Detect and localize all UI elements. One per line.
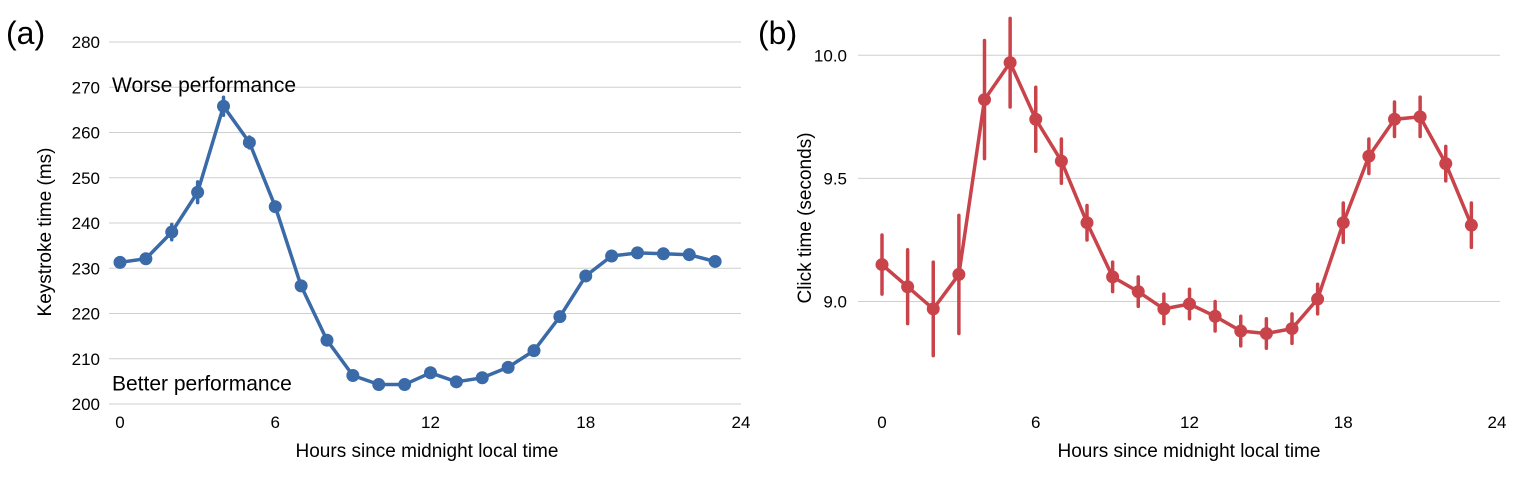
data-point	[631, 246, 644, 260]
x-tick-label: 18	[576, 413, 595, 432]
x-tick-label: 0	[877, 413, 886, 432]
data-point	[1388, 112, 1401, 126]
data-point	[139, 252, 153, 266]
data-point	[217, 99, 230, 113]
data-point	[1080, 216, 1094, 230]
data-point	[268, 200, 282, 214]
x-tick-label: 0	[115, 413, 124, 432]
data-point	[346, 368, 360, 382]
grid-lines	[858, 54, 1500, 302]
x-axis-label: Hours since midnight local time	[1058, 441, 1321, 462]
series-line	[113, 95, 722, 392]
x-tick-label: 6	[271, 413, 280, 432]
data-point	[875, 258, 889, 272]
y-tick-label: 10.0	[814, 46, 847, 65]
data-point	[165, 225, 179, 239]
y-tick-label: 240	[72, 214, 100, 233]
y-tick-label: 200	[72, 395, 100, 414]
x-tick-label: 12	[1180, 413, 1199, 432]
data-point	[1131, 285, 1145, 299]
y-tick-label: 280	[72, 33, 100, 52]
data-point	[475, 371, 489, 385]
x-tick-label: 12	[421, 413, 440, 432]
data-point	[191, 185, 205, 199]
y-axis-label: Keystroke time (ms)	[35, 148, 56, 317]
data-point	[656, 247, 670, 261]
data-point	[1259, 327, 1273, 341]
data-point	[1157, 302, 1171, 316]
data-point	[1413, 110, 1427, 124]
x-tick-label: 24	[732, 413, 751, 432]
data-point	[242, 135, 256, 149]
annotation-worse: Worse performance	[112, 74, 296, 97]
y-tick-label: 9.5	[823, 169, 847, 188]
data-point	[1183, 297, 1196, 311]
data-point	[372, 378, 386, 392]
y-axis-label: Click time (seconds)	[795, 132, 816, 303]
data-point	[978, 93, 991, 107]
panel-label: (b)	[758, 15, 797, 51]
y-tick-labels: 200 210 220 230 240 250 260 270 280	[72, 33, 100, 414]
data-point	[605, 249, 619, 263]
data-point	[1106, 270, 1120, 284]
data-point	[553, 310, 567, 324]
chart-panel-b: (b) 9.0 9.5 10.0 0 6 12 18 24 Hours since midn…	[758, 15, 1506, 462]
x-tick-label: 24	[1488, 413, 1507, 432]
chart-panel-a: (a) 200 210 220 230 240 250 260 270 280 0 6 12 18 24…	[6, 15, 750, 462]
y-tick-labels: 9.0 9.5 10.0	[814, 46, 847, 311]
x-tick-labels: 0 6 12 18 24	[115, 413, 750, 432]
y-tick-label: 270	[72, 78, 100, 97]
x-axis-label: Hours since midnight local time	[296, 441, 559, 462]
data-point	[708, 254, 722, 268]
data-point	[682, 248, 696, 262]
data-point	[527, 344, 541, 358]
data-point	[1003, 56, 1017, 70]
series-polyline	[119, 104, 716, 387]
data-point	[320, 333, 334, 347]
y-tick-label: 220	[72, 305, 100, 324]
data-point	[1311, 292, 1325, 306]
data-point	[501, 360, 515, 374]
y-tick-label: 260	[72, 124, 100, 143]
data-point	[1336, 216, 1350, 230]
data-point	[1054, 154, 1068, 168]
y-tick-label: 210	[72, 350, 100, 369]
data-point	[926, 302, 940, 316]
data-point	[424, 366, 437, 380]
y-tick-label: 9.0	[823, 293, 847, 312]
annotation-better: Better performance	[112, 373, 292, 396]
data-point	[579, 269, 593, 283]
y-tick-label: 250	[72, 169, 100, 188]
data-point	[1464, 218, 1478, 232]
panel-label: (a)	[6, 15, 45, 51]
data-point	[1439, 157, 1453, 171]
series-line	[875, 16, 1478, 358]
data-point	[1285, 322, 1299, 336]
data-point	[1208, 309, 1222, 323]
x-tick-labels: 0 6 12 18 24	[877, 413, 1506, 432]
x-tick-label: 18	[1334, 413, 1353, 432]
data-point	[952, 267, 966, 281]
data-point	[113, 255, 127, 269]
data-point	[398, 378, 412, 392]
x-tick-label: 6	[1031, 413, 1040, 432]
series-polyline	[880, 60, 1474, 336]
data-point	[901, 280, 915, 294]
data-point	[294, 279, 308, 293]
data-point	[449, 375, 463, 389]
data-point	[1362, 149, 1376, 163]
data-point	[1029, 112, 1043, 126]
data-point	[1234, 324, 1248, 338]
y-tick-label: 230	[72, 259, 100, 278]
